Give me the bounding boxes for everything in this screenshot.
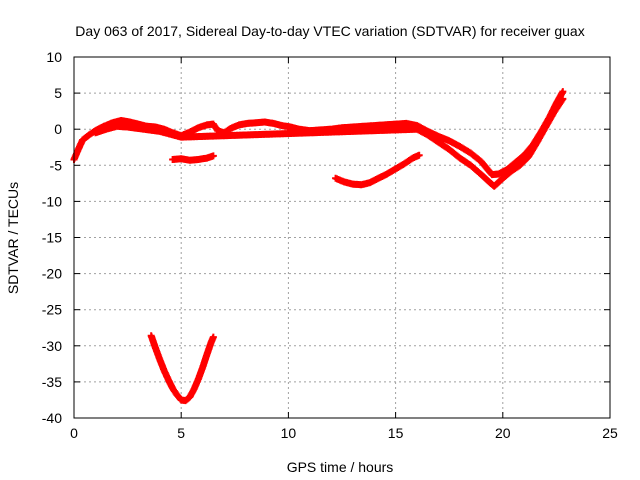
y-tick-label: 5	[54, 85, 62, 101]
x-tick-label: 20	[495, 425, 511, 441]
data-point	[209, 333, 217, 341]
x-tick-label: 15	[388, 425, 404, 441]
x-tick-label: 10	[281, 425, 297, 441]
y-tick-label: 10	[46, 49, 62, 65]
y-tick-label: -25	[42, 302, 62, 318]
x-tick-label: 0	[70, 425, 78, 441]
y-axis: 10 5 0 -5 -10 -15 -20 -25 -30 -35 -40	[42, 49, 610, 426]
x-tick-label: 25	[602, 425, 618, 441]
y-tick-label: -20	[42, 266, 62, 282]
x-tick-label: 5	[177, 425, 185, 441]
y-tick-label: -40	[42, 410, 62, 426]
series-upper-trace-secondary	[91, 95, 567, 190]
data-point	[559, 95, 567, 103]
series-lower-arc	[332, 151, 423, 189]
y-tick-label: -10	[42, 193, 62, 209]
y-axis-label: SDTVAR / TECUs	[5, 182, 21, 294]
chart-title: Day 063 of 2017, Sidereal Day-to-day VTE…	[75, 23, 584, 39]
x-axis: 0 5 10 15 20 25	[70, 57, 618, 441]
y-tick-label: -5	[50, 157, 63, 173]
grid-lines	[74, 57, 610, 418]
data-points	[70, 88, 567, 405]
data-point	[559, 88, 567, 96]
x-axis-label: GPS time / hours	[287, 459, 394, 475]
data-point	[415, 151, 423, 159]
y-tick-label: 0	[54, 121, 62, 137]
y-tick-label: -15	[42, 230, 62, 246]
series-deep-dip	[147, 332, 217, 405]
y-tick-label: -30	[42, 338, 62, 354]
series-short-segment	[169, 152, 217, 164]
y-tick-label: -35	[42, 374, 62, 390]
plot-frame	[73, 56, 611, 419]
data-point	[209, 152, 217, 160]
